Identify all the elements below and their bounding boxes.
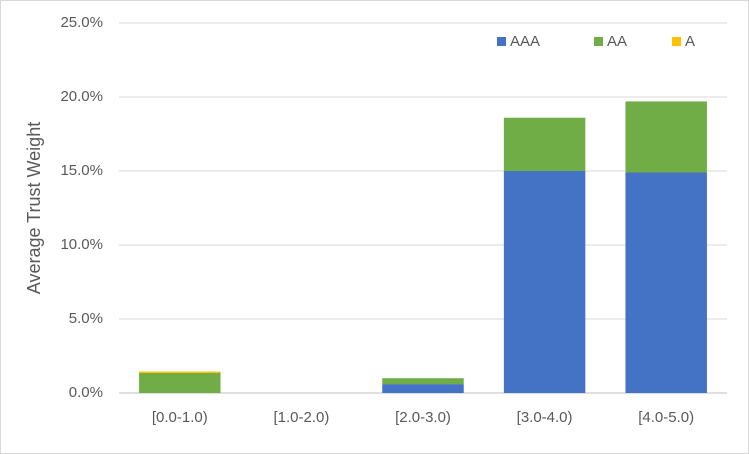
x-tick-label: [0.0-1.0) xyxy=(152,409,208,426)
y-axis-label: Average Trust Weight xyxy=(24,122,44,294)
legend-swatch xyxy=(497,37,506,46)
y-tick-label: 10.0% xyxy=(60,236,103,253)
legend-label: A xyxy=(685,33,695,50)
y-tick-label: 20.0% xyxy=(60,88,103,105)
bar-segment xyxy=(503,171,586,393)
legend-swatch xyxy=(672,37,681,46)
x-tick-label: [4.0-5.0) xyxy=(638,409,694,426)
bar-segment xyxy=(139,371,221,374)
y-tick-label: 0.0% xyxy=(69,384,103,401)
bar-segment xyxy=(625,101,707,173)
bar-segment xyxy=(503,117,586,171)
x-tick-label: [3.0-4.0) xyxy=(517,409,573,426)
y-tick-label: 25.0% xyxy=(60,14,103,31)
bar-segment xyxy=(382,378,464,385)
bar-segment xyxy=(382,384,464,393)
legend-swatch xyxy=(594,37,603,46)
x-tick-label: [2.0-3.0) xyxy=(395,409,451,426)
legend-label: AA xyxy=(607,33,627,50)
legend-label: AAA xyxy=(510,33,540,50)
bar-segment xyxy=(625,172,707,393)
y-tick-label: 15.0% xyxy=(60,162,103,179)
y-tick-label: 5.0% xyxy=(69,310,103,327)
bar-segment xyxy=(139,373,221,393)
x-tick-label: [1.0-2.0) xyxy=(273,409,329,426)
